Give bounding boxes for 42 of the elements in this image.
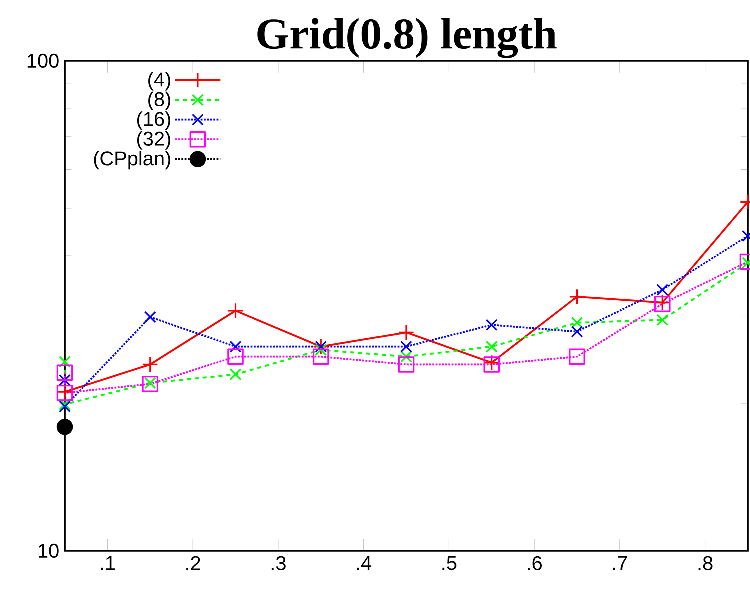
point — [144, 377, 156, 390]
point — [569, 348, 586, 365]
legend-label: (8) — [148, 92, 170, 110]
point — [230, 368, 242, 381]
y-tick-label: 100 — [28, 54, 59, 68]
point — [400, 350, 412, 363]
point — [56, 418, 74, 436]
point — [656, 314, 669, 326]
x-tick-label: .6 — [528, 556, 542, 570]
point — [486, 340, 498, 353]
x-tick-label: .4 — [357, 556, 372, 570]
x-tick-label: .1 — [101, 556, 116, 570]
x-tick-label: .2 — [186, 556, 200, 570]
point — [59, 374, 71, 386]
point — [569, 288, 586, 306]
legend-label: (16) — [137, 112, 170, 130]
legend-label: (4) — [148, 72, 170, 91]
point — [56, 364, 74, 381]
point — [571, 316, 584, 329]
point — [142, 356, 159, 373]
point — [59, 356, 71, 368]
x-tick-label: .8 — [698, 556, 713, 570]
legend-label: (32) — [137, 131, 170, 150]
x-tick-label: .3 — [272, 556, 286, 570]
point — [312, 348, 330, 365]
point — [228, 302, 244, 320]
point — [315, 344, 328, 356]
point — [398, 324, 415, 341]
point — [144, 311, 156, 324]
point — [571, 326, 584, 338]
point — [486, 319, 498, 332]
point — [230, 340, 242, 353]
point — [142, 376, 159, 392]
point — [656, 284, 669, 296]
point — [398, 356, 415, 373]
y-tick-label: 10 — [38, 544, 59, 558]
point — [400, 340, 412, 353]
legend-label: (CPplan) — [94, 151, 170, 170]
point — [228, 348, 244, 365]
x-tick-label: .7 — [613, 556, 628, 570]
x-tick-label: .5 — [442, 556, 457, 570]
chart-title: Grid(0.8) length — [258, 18, 557, 58]
